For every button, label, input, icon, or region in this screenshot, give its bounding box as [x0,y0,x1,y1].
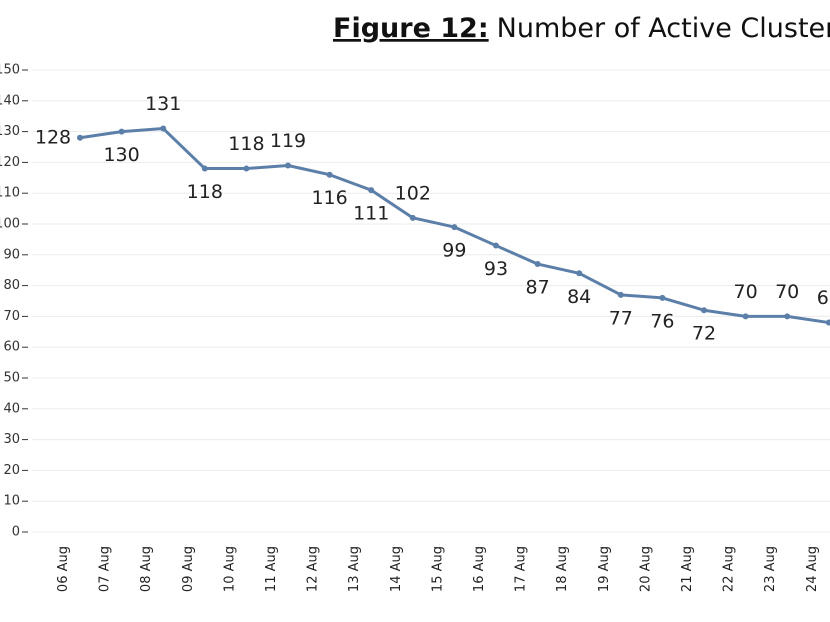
x-tick-label: 11 Aug [264,546,279,592]
y-tick-label: 110 [0,186,20,201]
y-tick-label: 140 [0,93,20,108]
x-tick-label: 13 Aug [347,546,362,592]
x-tick-label: 07 Aug [98,546,113,592]
y-tick-label: 130 [0,124,20,139]
x-tick-label: 08 Aug [139,546,154,592]
point [160,125,167,132]
data-label: 99 [442,240,466,262]
data-label: 76 [650,310,674,332]
x-tick-label: 20 Aug [638,546,653,592]
y-tick-label: 70 [3,309,20,324]
y-tick-label: 90 [3,247,20,262]
point [451,224,458,231]
point [534,261,541,268]
data-label: 70 [734,281,758,303]
x-tick-label: 21 Aug [680,546,695,592]
title-prefix: Figure 12: [333,13,489,44]
data-label: 111 [353,203,389,225]
x-tick-label: 22 Aug [722,546,737,592]
data-label: 116 [311,187,347,209]
y-tick-label: 150 [0,63,20,78]
data-label: 77 [609,307,633,329]
data-label: 72 [692,323,716,345]
x-tick-label: 12 Aug [306,546,321,592]
x-tick-label: 10 Aug [222,546,237,592]
point [243,165,250,172]
y-tick-label: 30 [3,432,20,447]
y-tick-label: 120 [0,155,20,170]
point [409,214,416,221]
point [576,270,583,277]
data-label: 128 [35,126,71,148]
x-tick-label: 23 Aug [763,546,778,592]
y-tick-label: 50 [3,371,20,386]
data-label: 70 [775,281,799,303]
y-tick-label: 20 [3,463,20,478]
data-label: 68 [817,287,830,309]
point [784,313,791,320]
x-tick-label: 06 Aug [56,546,71,592]
data-label: 84 [567,286,591,308]
x-tick-label: 24 Aug [805,546,820,592]
point [326,171,333,178]
x-tick-label: 14 Aug [389,546,404,592]
chart-title: Figure 12: Number of Active Clusters [333,13,830,44]
y-tick-label: 10 [3,494,20,509]
data-label: 119 [270,130,306,152]
point [659,294,666,301]
title-text: Number of Active Clusters [497,13,830,44]
x-tick-label: 15 Aug [430,546,445,592]
y-tick-label: 40 [3,401,20,416]
x-tick-label: 17 Aug [514,546,529,592]
point [201,165,208,172]
data-label: 131 [145,93,181,115]
point [118,128,125,135]
data-label: 118 [228,133,264,155]
point [285,162,291,169]
data-label: 118 [187,181,223,203]
point [701,307,707,314]
point [77,134,83,141]
data-label: 93 [484,258,508,280]
point [825,319,830,326]
point [493,242,499,249]
x-tick-label: 09 Aug [181,546,196,592]
y-tick-label: 60 [3,340,20,355]
data-label: 102 [395,182,431,204]
data-label: 130 [103,144,139,166]
point [617,291,624,298]
point [368,187,375,194]
line [79,127,830,325]
x-tick-label: 18 Aug [555,546,570,592]
x-tick-label: 19 Aug [597,546,612,592]
data-label: 87 [526,277,550,299]
y-tick-label: 80 [3,278,20,293]
point [742,313,749,320]
y-tick-label: 100 [0,217,20,232]
y-tick-label: 0 [12,525,20,540]
x-tick-label: 16 Aug [472,546,487,592]
